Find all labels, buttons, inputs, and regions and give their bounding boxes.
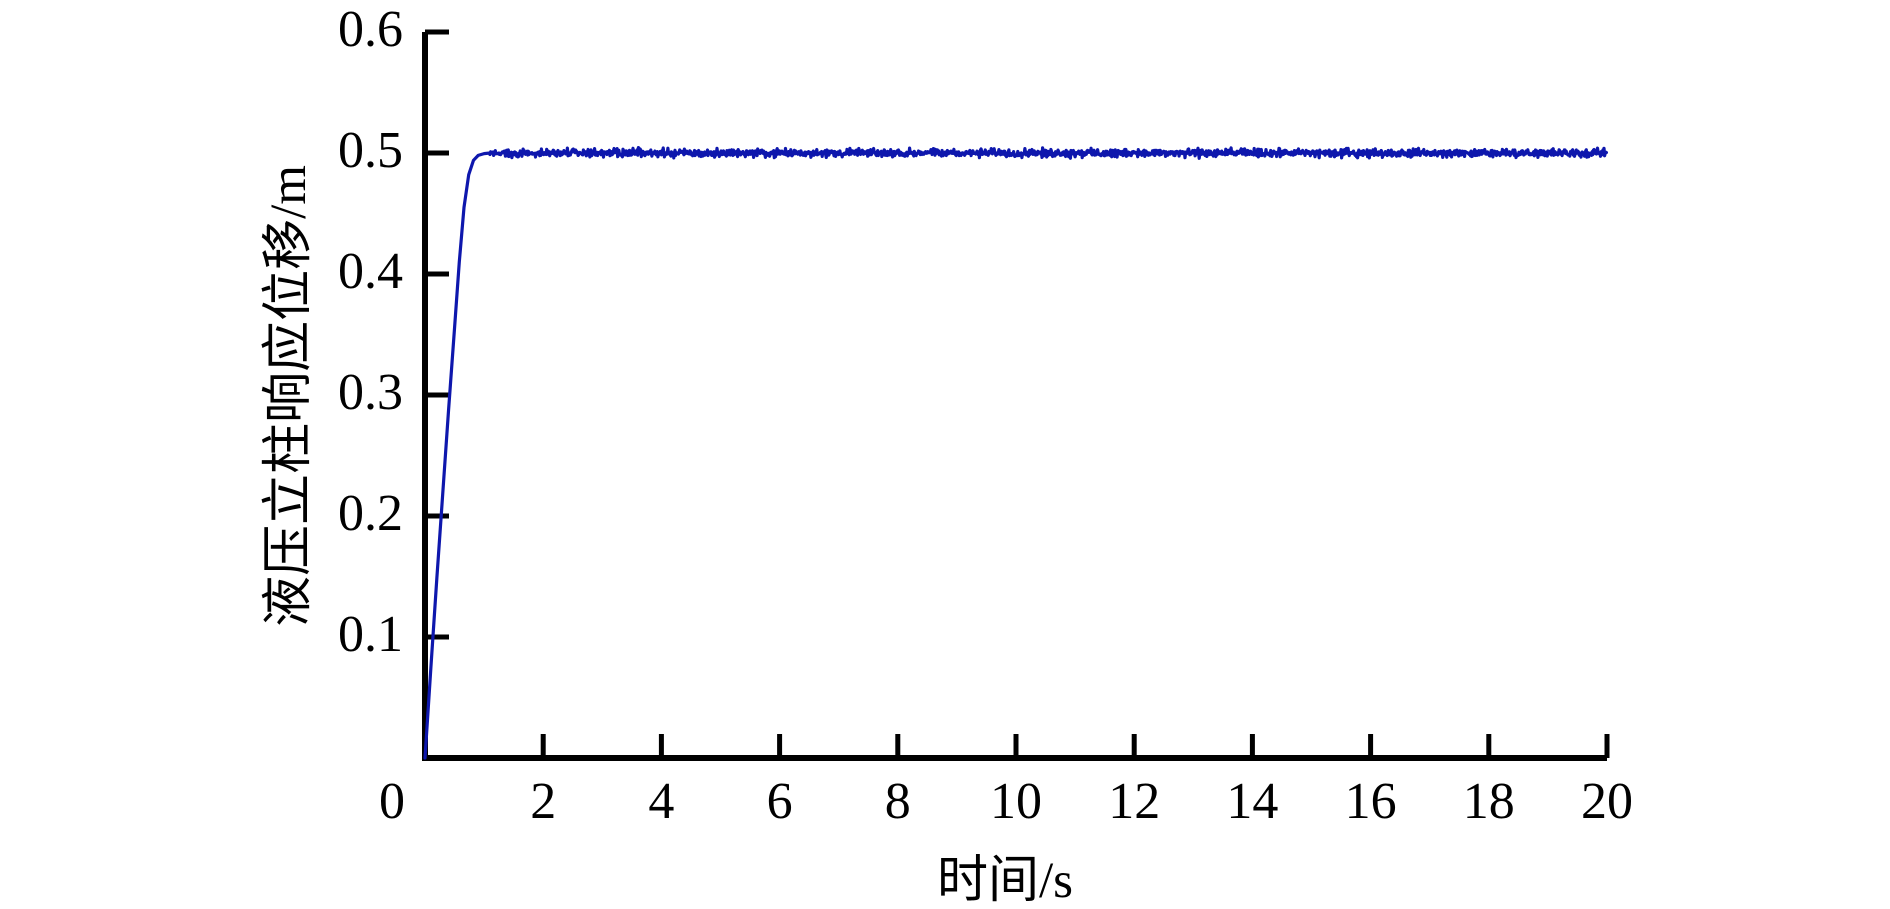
y-tick-label: 0.6 [338,1,403,58]
x-tick-label: 20 [1581,773,1633,830]
x-tick-label: 10 [990,773,1042,830]
x-tick-label: 6 [766,773,793,830]
y-tick-label: 0.3 [338,364,403,421]
x-tick-label: 12 [1108,773,1161,830]
x-tick-label: 2 [530,773,557,830]
x-tick-label: 18 [1462,773,1515,830]
y-tick-label: 0.2 [338,485,403,542]
y-tick-label: 0.1 [338,606,403,663]
y-tick-label: 0.4 [338,243,403,300]
x-axis-title: 时间/s [936,853,1074,909]
x-tick-label: 4 [648,773,675,830]
x-tick-label: 8 [884,773,911,830]
y-tick-label: 0.5 [338,122,403,179]
x-tick-label: 14 [1226,773,1279,830]
series-line-displacement-response [423,146,1608,760]
axes-spines [422,32,1607,761]
x-tick-label: 16 [1344,773,1397,830]
x-tick-label: 0 [379,773,405,830]
